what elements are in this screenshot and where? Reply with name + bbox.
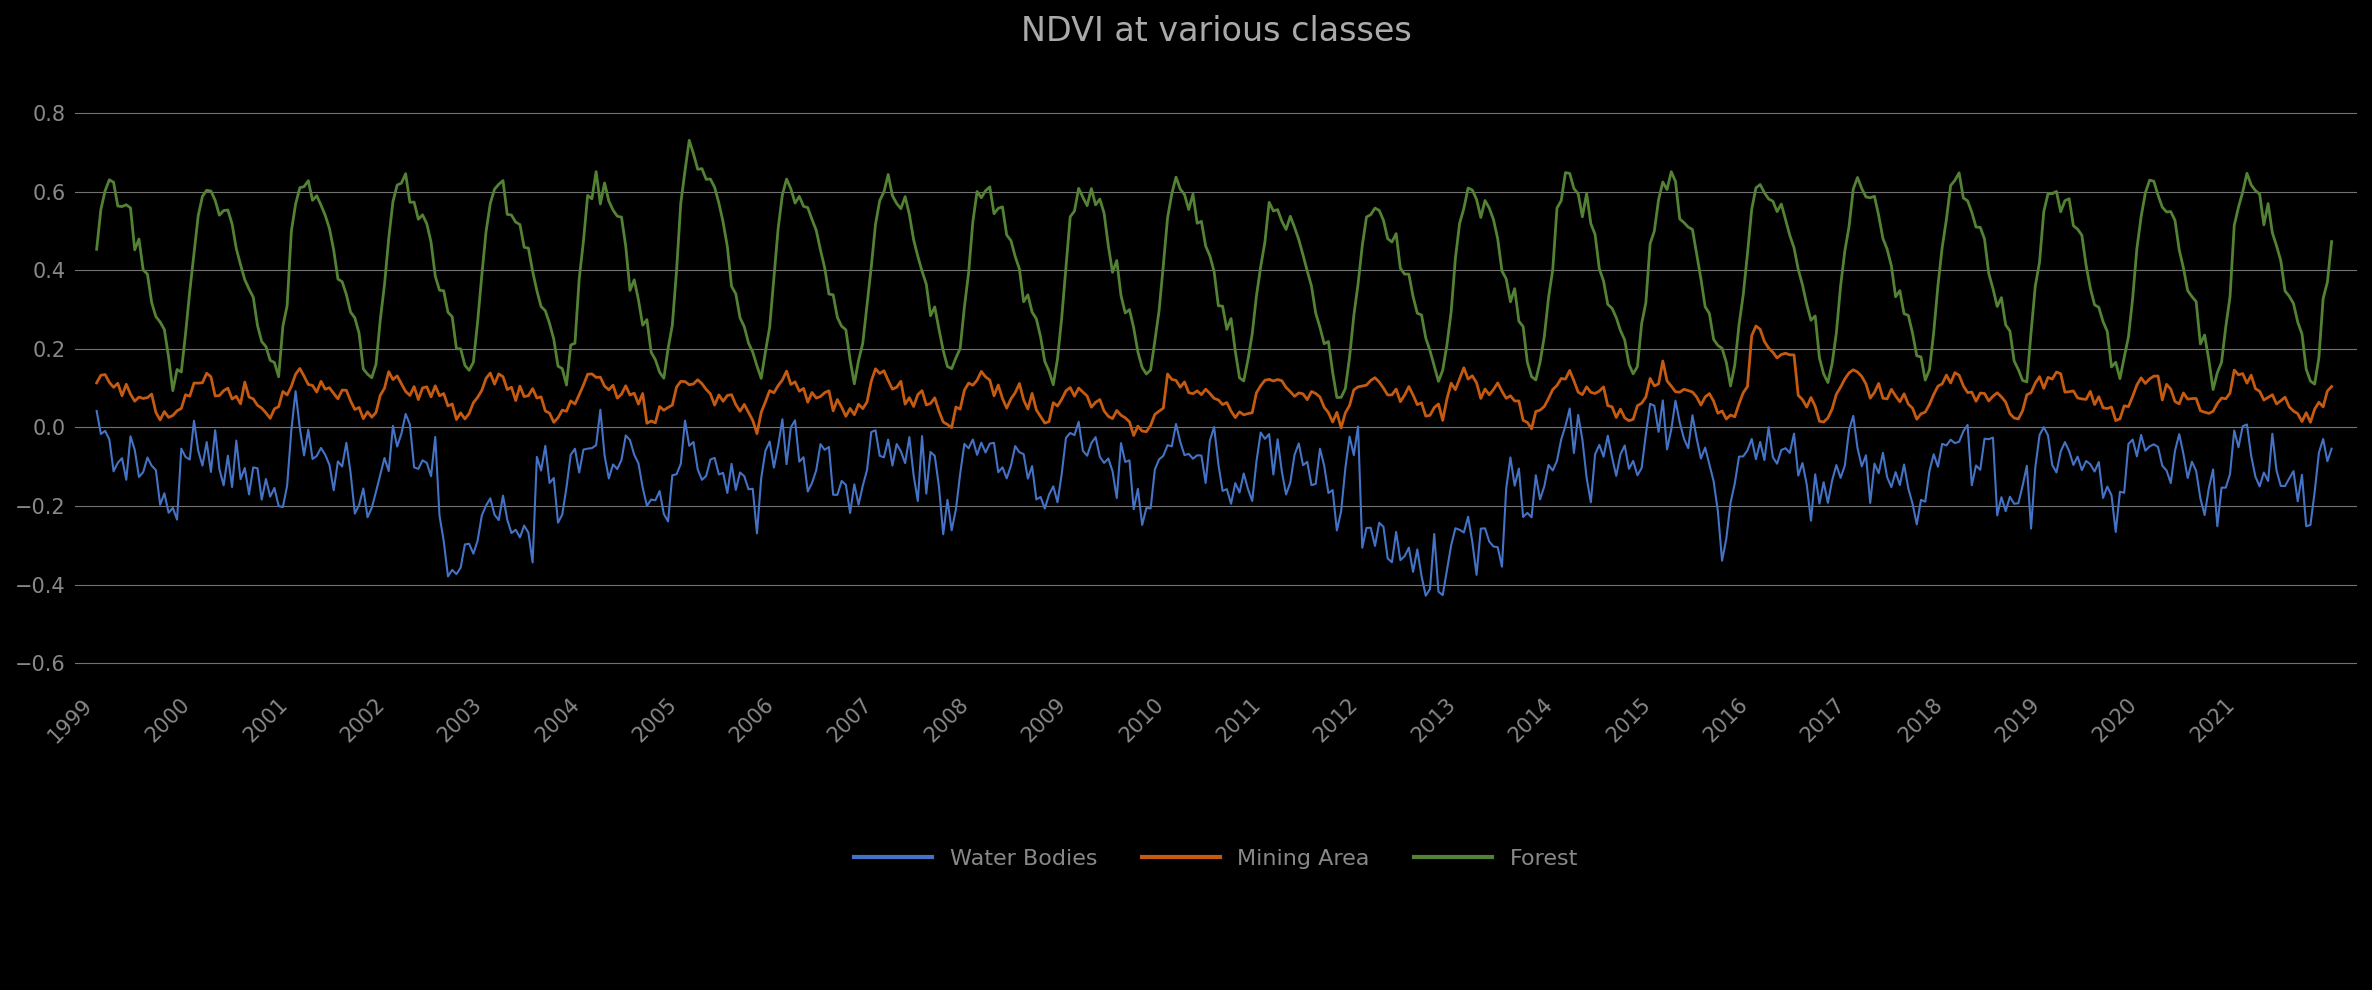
Forest	[1324, 392, 1352, 404]
Mining Area	[83, 377, 111, 389]
Forest	[2090, 316, 2118, 328]
Mining Area	[968, 365, 996, 377]
Water Bodies	[2317, 443, 2346, 454]
Mining Area	[1940, 366, 1969, 378]
Forest	[970, 185, 999, 197]
Line: Mining Area: Mining Area	[97, 326, 2332, 436]
Legend: Water Bodies, Mining Area, Forest: Water Bodies, Mining Area, Forest	[854, 848, 1577, 869]
Water Bodies	[1940, 438, 1969, 449]
Mining Area	[1741, 320, 1770, 332]
Forest	[1940, 174, 1969, 186]
Mining Area	[742, 428, 771, 440]
Water Bodies	[282, 385, 311, 397]
Forest	[1115, 304, 1143, 316]
Mining Area	[2317, 380, 2346, 392]
Mining Area	[1120, 430, 1148, 442]
Forest	[747, 372, 776, 384]
Line: Water Bodies: Water Bodies	[97, 391, 2332, 596]
Mining Area	[1110, 412, 1139, 424]
Mining Area	[1060, 390, 1089, 402]
Forest	[676, 135, 704, 147]
Line: Forest: Forest	[97, 141, 2332, 398]
Water Bodies	[2090, 492, 2118, 504]
Water Bodies	[970, 446, 999, 458]
Water Bodies	[1065, 416, 1093, 428]
Title: NDVI at various classes: NDVI at various classes	[1020, 15, 1411, 48]
Mining Area	[2090, 402, 2118, 414]
Forest	[83, 244, 111, 255]
Water Bodies	[1411, 590, 1440, 602]
Forest	[1065, 182, 1093, 194]
Water Bodies	[1115, 454, 1143, 466]
Water Bodies	[747, 472, 776, 484]
Forest	[2317, 236, 2346, 248]
Water Bodies	[83, 405, 111, 417]
